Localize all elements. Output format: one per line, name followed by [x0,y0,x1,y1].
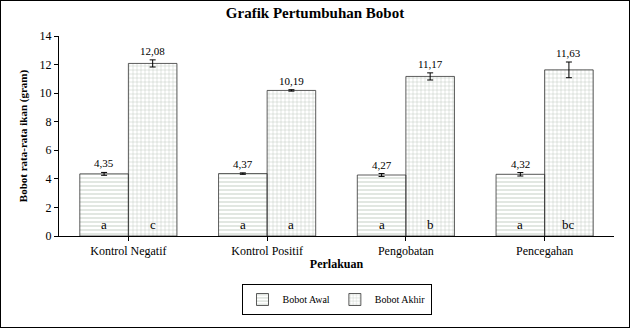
svg-text:14: 14 [40,29,52,43]
svg-text:4: 4 [46,172,52,186]
svg-text:bc: bc [562,217,575,232]
svg-text:8: 8 [46,115,52,129]
svg-text:a: a [517,217,523,232]
svg-text:2: 2 [46,201,52,215]
svg-text:10: 10 [40,86,52,100]
svg-text:0: 0 [46,229,52,243]
svg-text:4,32: 4,32 [511,158,530,170]
svg-text:b: b [427,217,434,232]
svg-text:4,35: 4,35 [94,157,114,169]
svg-text:Kontrol Positif: Kontrol Positif [231,244,303,258]
svg-text:c: c [150,217,156,232]
svg-text:a: a [379,217,385,232]
svg-text:a: a [240,217,246,232]
svg-text:4,27: 4,27 [372,159,392,171]
svg-text:a: a [101,217,107,232]
svg-text:Pencegahan: Pencegahan [516,244,573,258]
svg-text:10,19: 10,19 [279,75,304,87]
svg-text:12: 12 [40,58,52,72]
svg-text:a: a [288,217,294,232]
svg-text:Pengobatan: Pengobatan [378,244,434,258]
svg-text:4,37: 4,37 [233,158,253,170]
svg-text:Bobot rata-rata ikan (gram): Bobot rata-rata ikan (gram) [17,70,30,203]
svg-text:6: 6 [46,143,52,157]
svg-text:Bobot Awal: Bobot Awal [283,294,330,305]
svg-text:Bobot Akhir: Bobot Akhir [375,294,425,305]
svg-text:Kontrol Negatif: Kontrol Negatif [90,244,166,258]
svg-text:12,08: 12,08 [140,45,165,57]
svg-text:11,17: 11,17 [418,58,443,70]
svg-text:11,63: 11,63 [556,47,581,59]
svg-text:Grafik Pertumbuhan Bobot: Grafik Pertumbuhan Bobot [226,5,404,21]
svg-text:Perlakuan: Perlakuan [310,257,364,271]
